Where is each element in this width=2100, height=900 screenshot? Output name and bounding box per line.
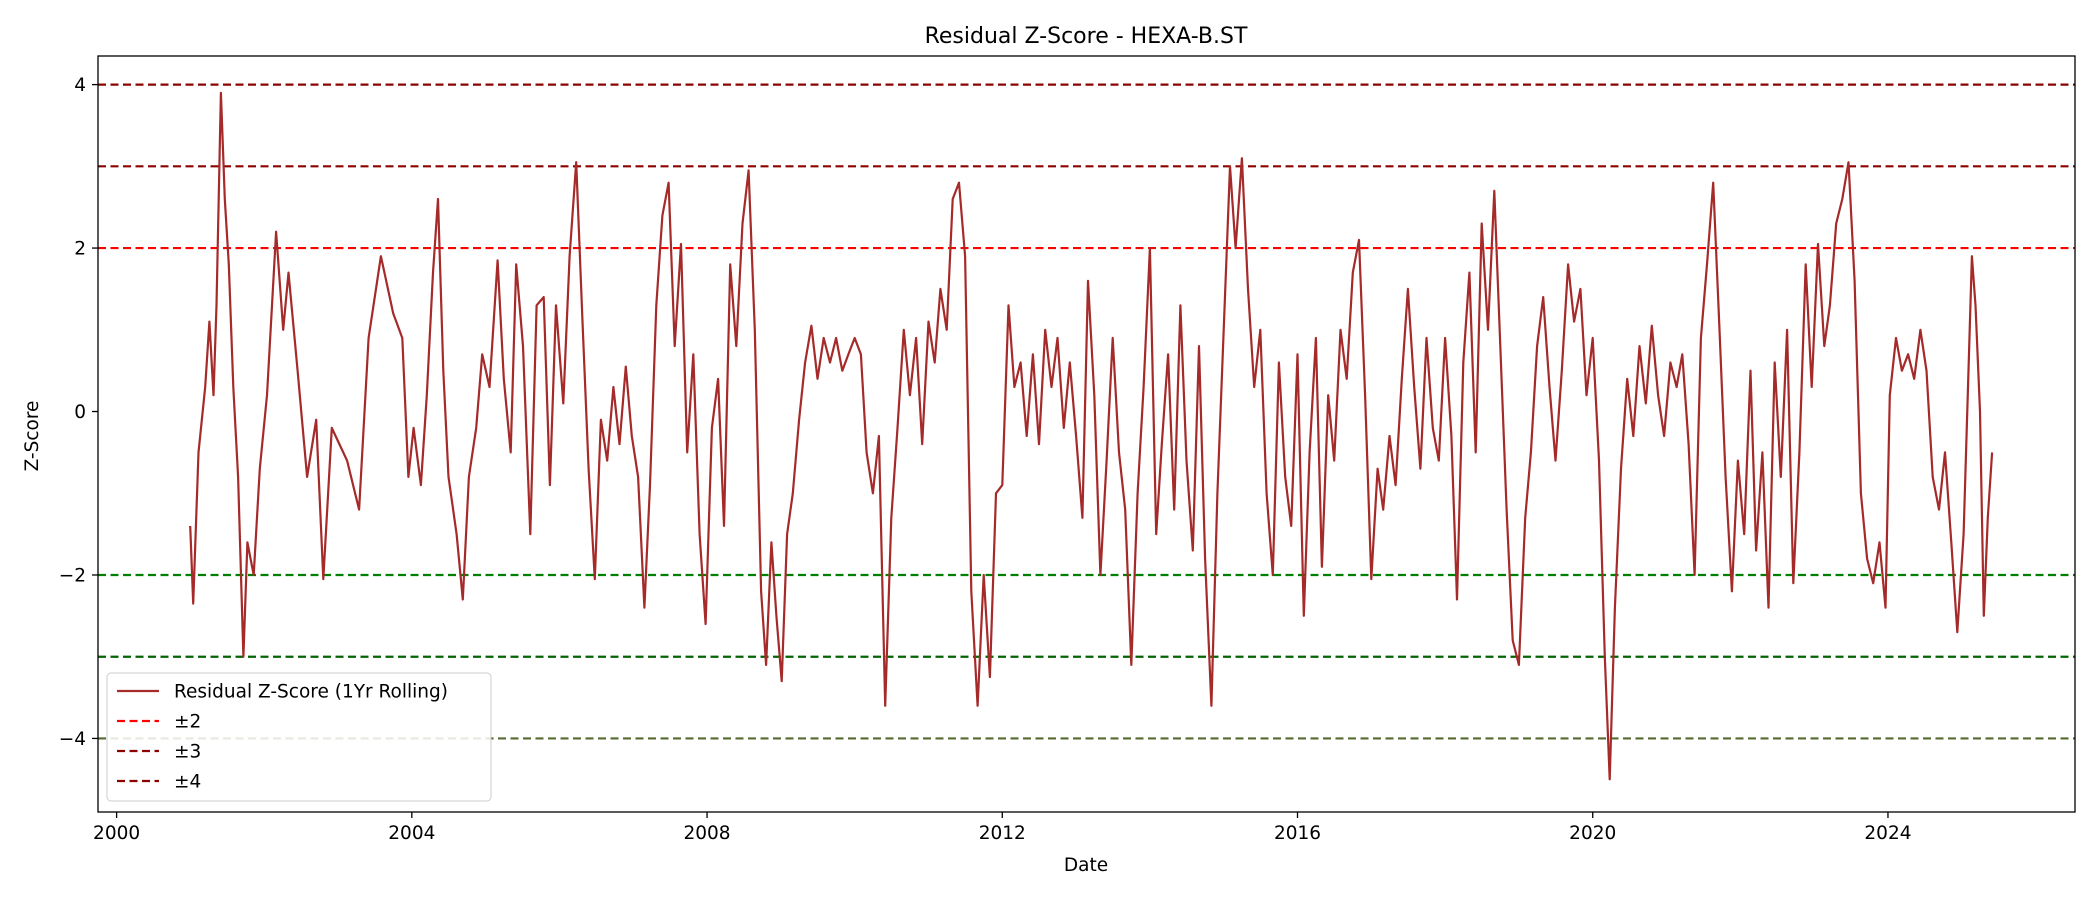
x-tick-label: 2024 bbox=[1864, 823, 1911, 844]
x-tick-label: 2000 bbox=[93, 823, 140, 844]
x-tick-label: 2012 bbox=[979, 823, 1026, 844]
y-tick-label: 0 bbox=[74, 402, 86, 423]
x-axis-label: Date bbox=[1064, 855, 1108, 876]
y-tick-label: 2 bbox=[74, 239, 86, 260]
legend-label: ±3 bbox=[174, 742, 201, 763]
series-layer bbox=[189, 91, 1994, 781]
zscore-series-line bbox=[189, 91, 1994, 781]
legend-label: ±2 bbox=[174, 712, 201, 733]
threshold-lines bbox=[98, 83, 2075, 740]
y-tick-label: 4 bbox=[74, 75, 86, 96]
x-tick-label: 2016 bbox=[1274, 823, 1321, 844]
legend-frame bbox=[106, 672, 492, 802]
x-tick-label: 2004 bbox=[388, 823, 435, 844]
plot-frame bbox=[97, 55, 2076, 813]
y-axis-ticks: −4 −2 0 2 4 bbox=[59, 75, 98, 750]
legend: Residual Z-Score (1Yr Rolling) ±2 ±3 ±4 bbox=[106, 672, 492, 802]
y-tick-label: −4 bbox=[59, 729, 86, 750]
legend-label: ±4 bbox=[174, 772, 201, 793]
y-tick-label: −2 bbox=[59, 565, 86, 586]
legend-label: Residual Z-Score (1Yr Rolling) bbox=[174, 682, 448, 703]
x-tick-label: 2008 bbox=[684, 823, 731, 844]
x-tick-label: 2020 bbox=[1569, 823, 1616, 844]
chart-title: Residual Z-Score - HEXA-B.ST bbox=[925, 24, 1248, 49]
x-axis-ticks: 2000 2004 2008 2012 2016 2020 2024 bbox=[93, 812, 1912, 844]
y-axis-label: Z-Score bbox=[22, 401, 43, 472]
